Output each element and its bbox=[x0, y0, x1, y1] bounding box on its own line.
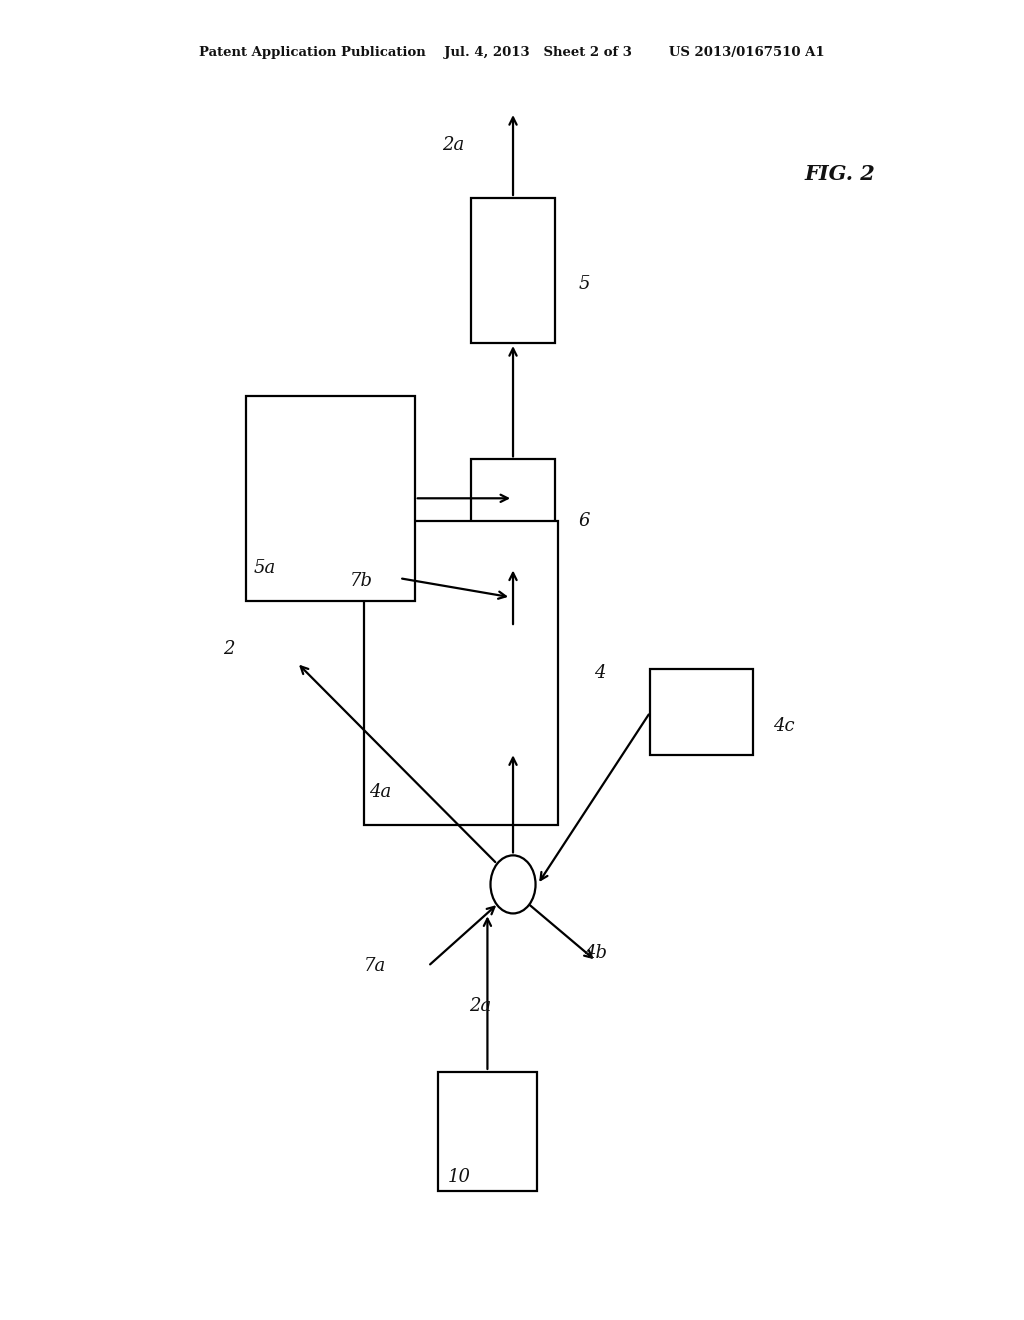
Text: 6: 6 bbox=[579, 512, 590, 531]
Text: 2: 2 bbox=[223, 640, 234, 659]
Circle shape bbox=[490, 855, 536, 913]
Text: 4: 4 bbox=[594, 664, 605, 682]
Bar bbox=[471, 459, 555, 568]
Bar bbox=[650, 669, 753, 755]
Text: 2a: 2a bbox=[469, 997, 492, 1015]
Text: 4a: 4a bbox=[369, 783, 391, 801]
Text: 2a: 2a bbox=[442, 136, 465, 154]
Bar bbox=[438, 1072, 537, 1191]
Bar bbox=[246, 396, 415, 601]
Text: 5: 5 bbox=[579, 275, 590, 293]
Bar bbox=[364, 521, 558, 825]
Text: 10: 10 bbox=[447, 1168, 470, 1187]
Text: 4b: 4b bbox=[584, 944, 606, 962]
Text: 7a: 7a bbox=[364, 957, 386, 975]
Text: 5a: 5a bbox=[254, 558, 276, 577]
Bar bbox=[471, 627, 555, 752]
Text: Patent Application Publication    Jul. 4, 2013   Sheet 2 of 3        US 2013/016: Patent Application Publication Jul. 4, 2… bbox=[200, 46, 824, 59]
Bar bbox=[471, 198, 555, 343]
Text: 4c: 4c bbox=[773, 717, 795, 735]
Text: 7b: 7b bbox=[350, 572, 373, 590]
Text: FIG. 2: FIG. 2 bbox=[804, 164, 876, 185]
